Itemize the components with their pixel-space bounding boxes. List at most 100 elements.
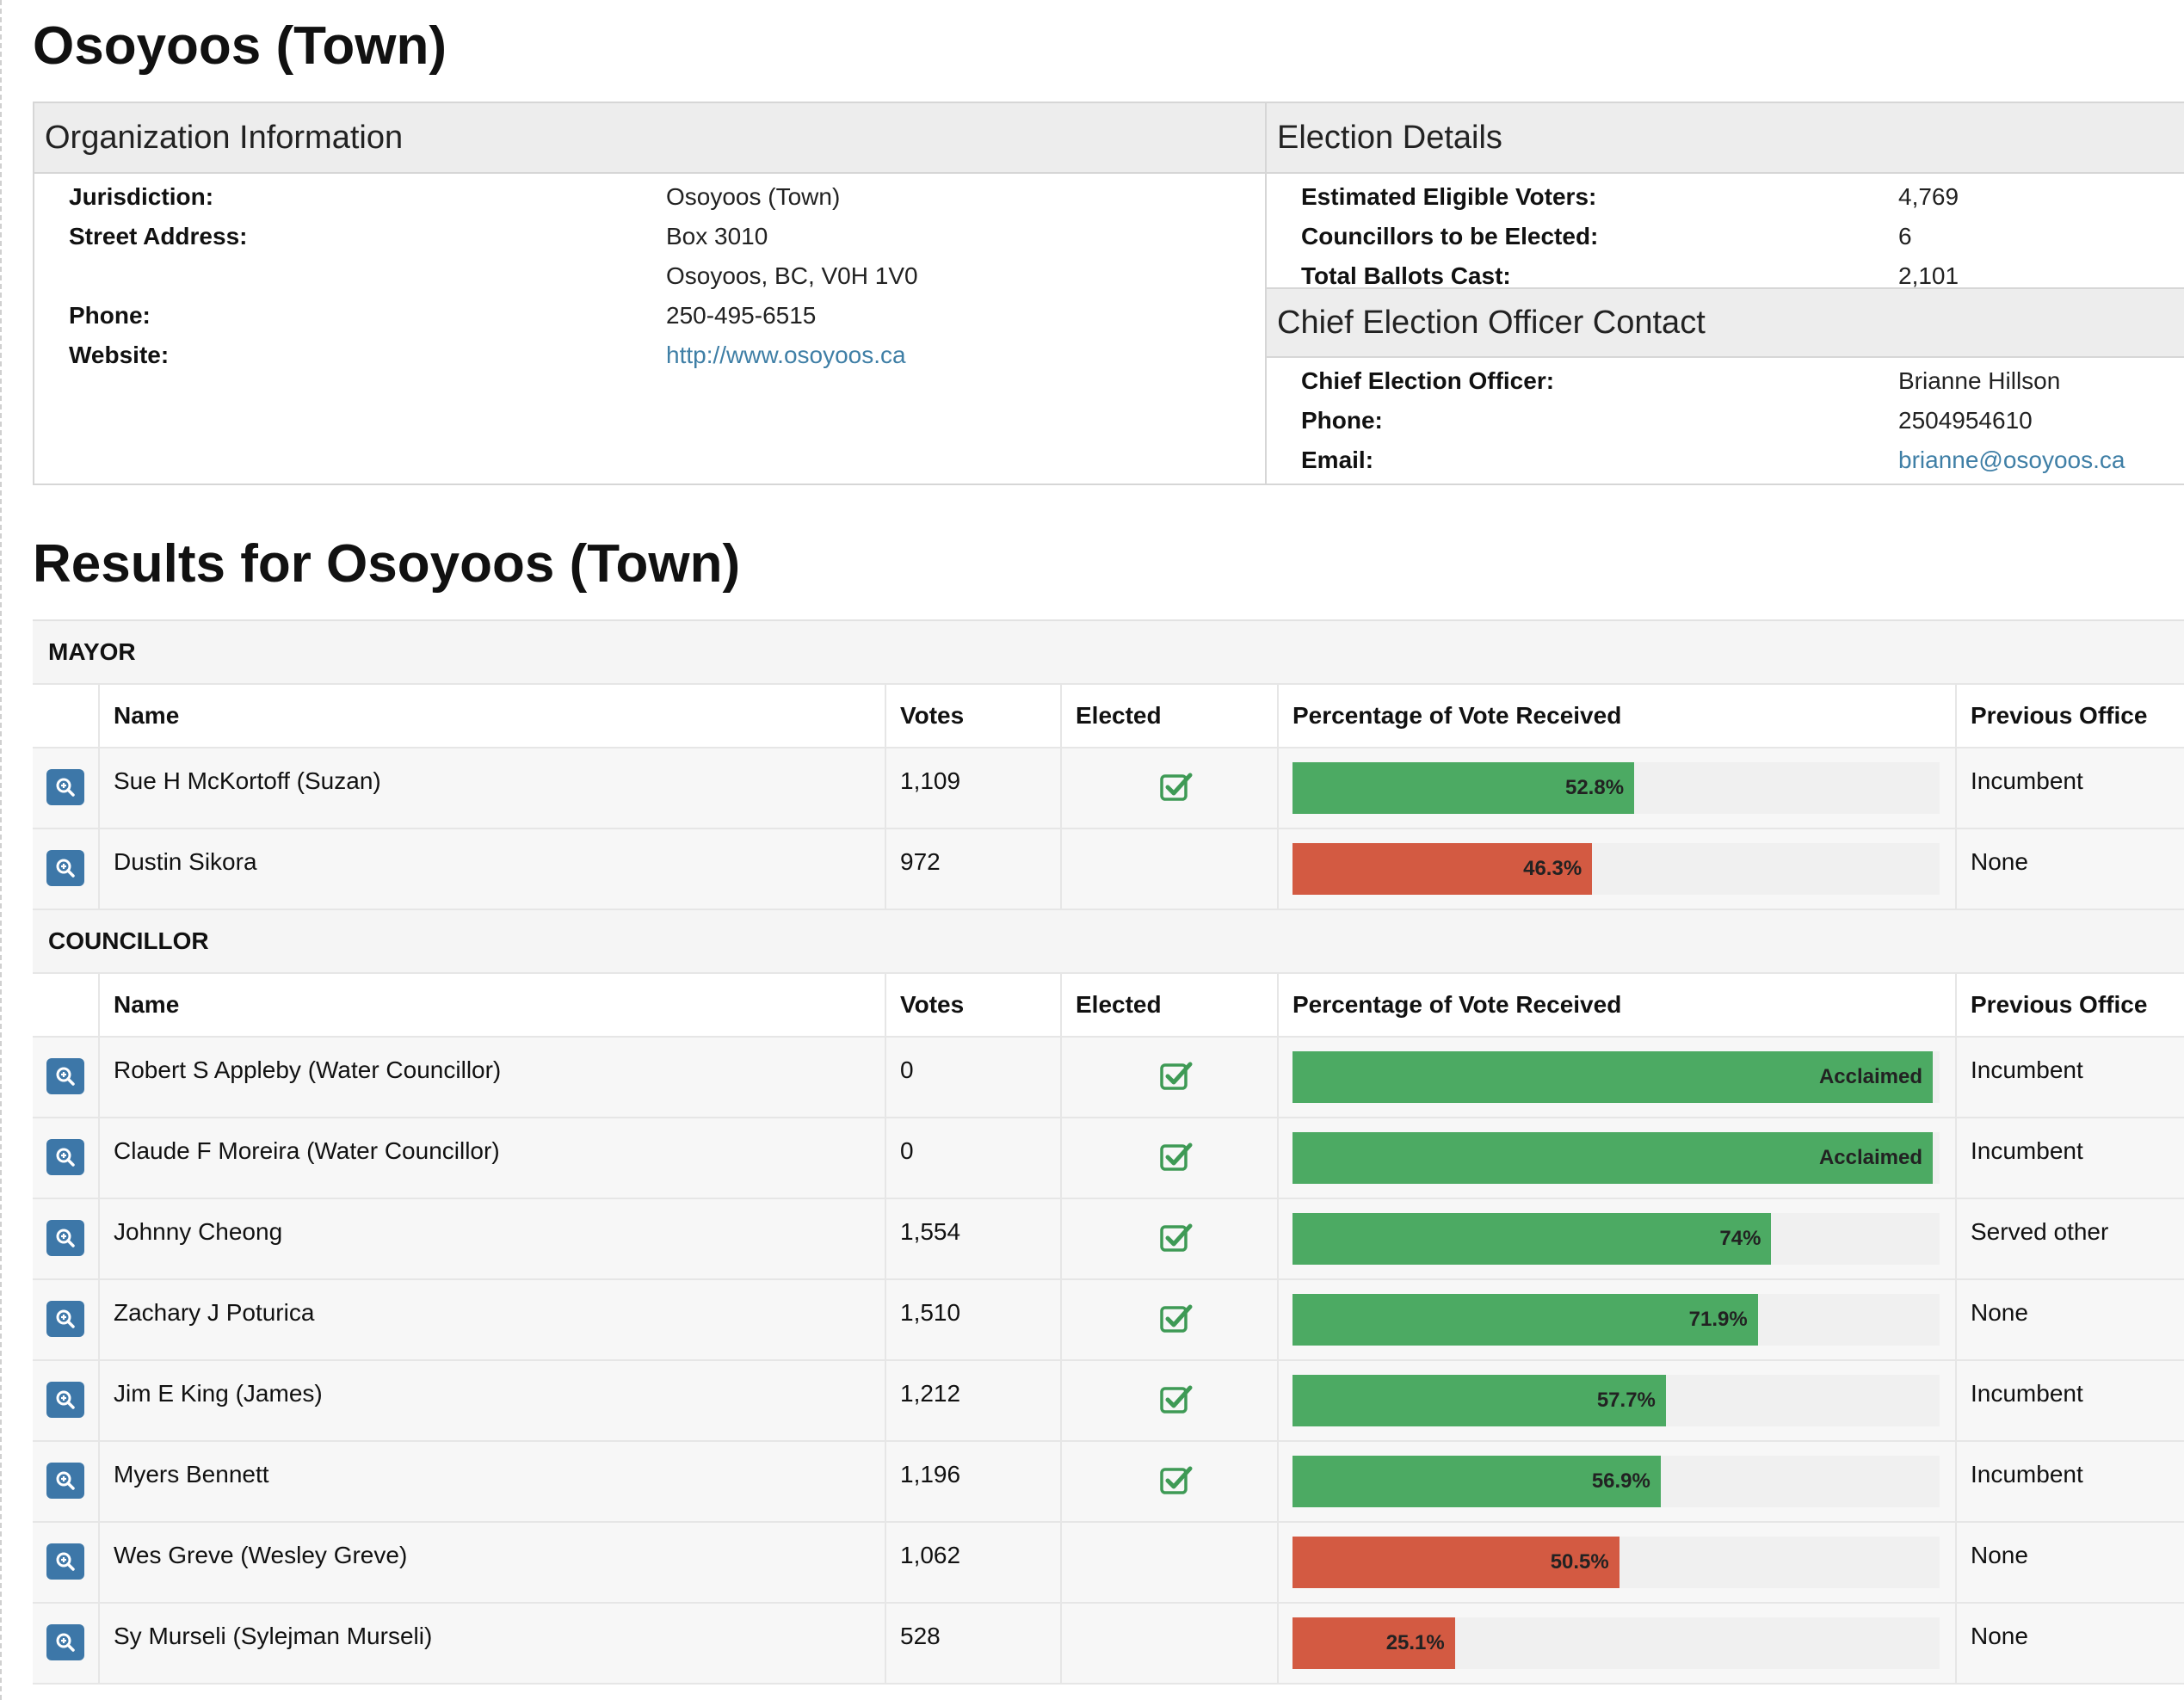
table-row: Zachary J Poturica 1,510 71.9% None	[33, 1280, 2184, 1361]
row-action-cell	[33, 1280, 100, 1359]
zoom-in-button[interactable]	[46, 1058, 84, 1094]
zoom-in-icon	[54, 1389, 77, 1411]
vote-bar-label: 50.5%	[1550, 1550, 1609, 1574]
vote-bar-label: 46.3%	[1523, 857, 1582, 880]
checkbox-checked-icon	[1076, 1137, 1277, 1172]
candidate-name: Myers Bennett	[100, 1442, 886, 1521]
zoom-in-icon	[54, 1469, 77, 1492]
section-title-mayor: MAYOR	[33, 621, 2184, 685]
table-header-row: Name Votes Elected Percentage of Vote Recei…	[33, 685, 2184, 748]
row-action-cell	[33, 1118, 100, 1198]
zoom-in-icon	[54, 1227, 77, 1249]
elected-cell	[1062, 1038, 1279, 1117]
vote-bar-fill: 46.3%	[1293, 843, 1593, 895]
zoom-in-icon	[54, 1550, 77, 1573]
elected-cell	[1062, 1199, 1279, 1278]
candidate-votes: 1,196	[886, 1442, 1062, 1521]
row-action-cell	[33, 1523, 100, 1602]
zoom-in-button[interactable]	[46, 1382, 84, 1418]
zoom-in-button[interactable]	[46, 850, 84, 886]
elected-cell	[1062, 748, 1279, 828]
vote-bar-fill: Acclaimed	[1293, 1051, 1933, 1103]
elected-cell	[1062, 829, 1279, 909]
candidate-votes: 0	[886, 1118, 1062, 1198]
field-street-address: Street Address: Box 3010	[69, 217, 1265, 256]
vote-bar-track: Acclaimed	[1293, 1051, 1940, 1103]
field-label: Street Address:	[69, 223, 248, 249]
field-address-line-2: Osoyoos, BC, V0H 1V0	[69, 256, 1265, 296]
election-details-fields: Estimated Eligible Voters: 4,769 Council…	[1267, 174, 2184, 289]
zoom-in-icon	[54, 1146, 77, 1168]
field-value: 2,101	[1898, 262, 1959, 289]
vote-bar-track: 56.9%	[1293, 1456, 1940, 1507]
zoom-in-button[interactable]	[46, 1220, 84, 1256]
vote-bar-label: 57.7%	[1596, 1389, 1656, 1412]
header-icon-cell	[33, 685, 100, 747]
vote-bar-track: 52.8%	[1293, 762, 1940, 814]
percentage-cell: 25.1%	[1279, 1604, 1957, 1683]
percentage-cell: 74%	[1279, 1199, 1957, 1278]
zoom-in-icon	[54, 1308, 77, 1330]
header-previous-office: Previous Office	[1971, 702, 2148, 729]
elected-cell	[1062, 1361, 1279, 1440]
election-details-heading: Election Details	[1267, 103, 2184, 174]
header-votes: Votes	[886, 685, 1062, 747]
zoom-in-button[interactable]	[46, 1301, 84, 1337]
elected-cell	[1062, 1523, 1279, 1602]
row-action-cell	[33, 1442, 100, 1521]
field-value: Osoyoos (Town)	[666, 183, 841, 210]
previous-office: Incumbent	[1971, 1461, 2083, 1488]
field-label: Email:	[1301, 447, 1374, 473]
table-row: Jim E King (James) 1,212 57.7% Incumbent	[33, 1361, 2184, 1442]
vote-bar-label: Acclaimed	[1818, 1065, 1922, 1088]
email-link[interactable]: brianne@osoyoos.ca	[1898, 447, 2125, 473]
field-ceo-email: Email: brianne@osoyoos.ca	[1301, 440, 2184, 480]
previous-office: None	[1971, 848, 2028, 875]
vote-bar-fill: 52.8%	[1293, 762, 1635, 814]
checkbox-checked-icon	[1076, 767, 1277, 802]
vote-bar-fill: 71.9%	[1293, 1294, 1758, 1346]
zoom-in-button[interactable]	[46, 769, 84, 805]
vote-bar-fill: 56.9%	[1293, 1456, 1661, 1507]
previous-office: None	[1971, 1542, 2028, 1568]
vote-bar-fill: 25.1%	[1293, 1617, 1455, 1669]
header-icon-cell	[33, 974, 100, 1036]
previous-office: None	[1971, 1623, 2028, 1649]
website-link[interactable]: http://www.osoyoos.ca	[666, 342, 906, 368]
candidate-votes: 1,212	[886, 1361, 1062, 1440]
zoom-in-icon	[54, 776, 77, 798]
zoom-in-icon	[54, 1065, 77, 1087]
vote-bar-label: 56.9%	[1591, 1469, 1650, 1493]
field-value: Osoyoos, BC, V0H 1V0	[666, 262, 918, 289]
zoom-in-icon	[54, 857, 77, 879]
checkbox-checked-icon	[1076, 1461, 1277, 1495]
field-jurisdiction: Jurisdiction: Osoyoos (Town)	[69, 177, 1265, 217]
field-label: Phone:	[69, 302, 151, 329]
zoom-in-button[interactable]	[46, 1543, 84, 1580]
percentage-cell: Acclaimed	[1279, 1118, 1957, 1198]
vote-bar-track: 57.7%	[1293, 1375, 1940, 1426]
previous-office: Served other	[1971, 1218, 2109, 1245]
percentage-cell: 50.5%	[1279, 1523, 1957, 1602]
organization-panel: Organization Information Jurisdiction: O…	[34, 103, 1267, 484]
vote-bar-label: 52.8%	[1564, 776, 1625, 799]
page-title: Osoyoos (Town)	[33, 16, 447, 76]
right-column: Election Details Estimated Eligible Vote…	[1267, 103, 2184, 484]
candidate-name: Dustin Sikora	[100, 829, 886, 909]
row-action-cell	[33, 829, 100, 909]
results-title: Results for Osoyoos (Town)	[33, 534, 741, 594]
previous-office: Incumbent	[1971, 1380, 2083, 1407]
vote-bar-label: 74%	[1719, 1227, 1761, 1250]
zoom-in-button[interactable]	[46, 1624, 84, 1660]
vote-bar-label: Acclaimed	[1818, 1146, 1922, 1169]
field-value: Box 3010	[666, 223, 768, 249]
field-value: 4,769	[1898, 183, 1959, 210]
section-title-councillor: COUNCILLOR	[33, 910, 2184, 974]
elected-cell	[1062, 1118, 1279, 1198]
zoom-in-button[interactable]	[46, 1463, 84, 1499]
candidate-name: Jim E King (James)	[100, 1361, 886, 1440]
candidate-votes: 1,554	[886, 1199, 1062, 1278]
zoom-in-button[interactable]	[46, 1139, 84, 1175]
results-table: MAYOR Name Votes Elected Percentage of Vote …	[33, 619, 2184, 1685]
